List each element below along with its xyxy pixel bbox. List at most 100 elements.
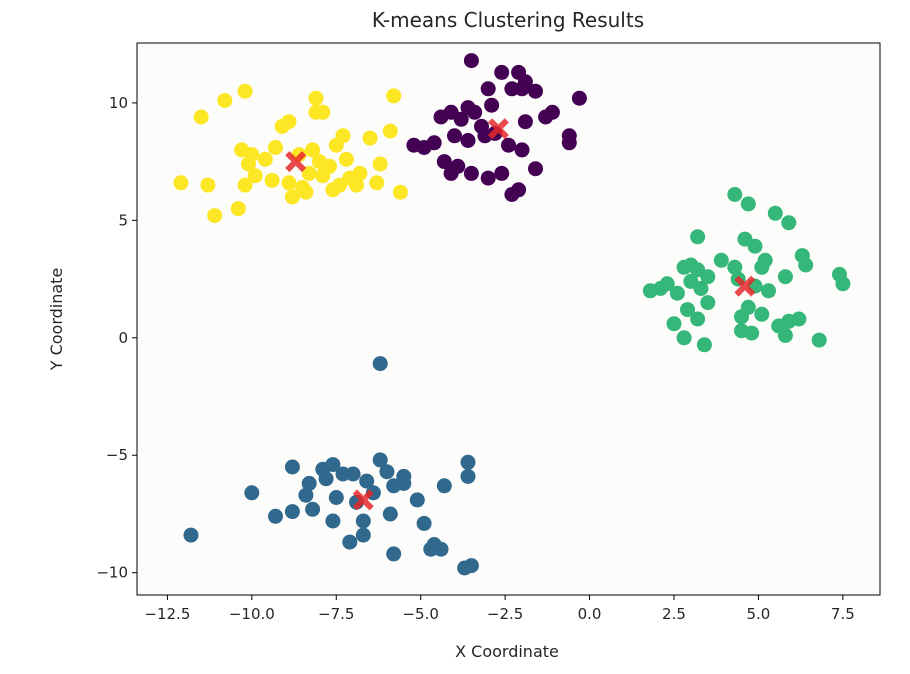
data-point bbox=[369, 175, 385, 191]
x-axis-ticks: −12.5 −10.0 −7.5 −5.0 −2.5 0.0 2.5 5.0 7.5 bbox=[144, 595, 855, 623]
data-point bbox=[284, 189, 300, 205]
data-point bbox=[754, 306, 770, 322]
data-point bbox=[372, 452, 388, 468]
data-point bbox=[305, 501, 321, 517]
plot-area bbox=[137, 43, 880, 595]
data-point bbox=[696, 337, 712, 353]
data-point bbox=[514, 81, 530, 97]
data-point bbox=[436, 154, 452, 170]
data-point bbox=[372, 156, 388, 172]
data-point bbox=[463, 53, 479, 69]
data-point bbox=[700, 295, 716, 311]
data-point bbox=[301, 475, 317, 491]
x-axis-label: X Coordinate bbox=[455, 642, 559, 661]
points-layer bbox=[173, 53, 851, 576]
data-point bbox=[382, 506, 398, 522]
data-point bbox=[571, 90, 587, 106]
data-point bbox=[528, 161, 543, 177]
data-point bbox=[247, 168, 263, 184]
data-point bbox=[747, 238, 763, 254]
x-tick-label: 7.5 bbox=[831, 605, 855, 623]
data-point bbox=[460, 133, 476, 148]
data-point bbox=[835, 276, 851, 292]
data-point bbox=[693, 281, 709, 296]
data-point bbox=[362, 130, 378, 146]
data-point bbox=[311, 154, 327, 170]
y-tick-label: 10 bbox=[109, 94, 128, 112]
data-point bbox=[798, 257, 814, 273]
chart-title: K-means Clustering Results bbox=[372, 8, 644, 32]
data-point bbox=[690, 311, 706, 327]
data-point bbox=[301, 165, 317, 181]
data-point bbox=[335, 466, 351, 482]
data-point bbox=[173, 175, 189, 191]
data-point bbox=[463, 165, 479, 181]
data-point bbox=[284, 504, 300, 520]
data-point bbox=[328, 490, 344, 505]
data-point bbox=[767, 205, 783, 221]
data-point bbox=[777, 269, 793, 285]
data-point bbox=[349, 177, 364, 193]
data-point bbox=[777, 327, 793, 343]
centroid-marker bbox=[487, 118, 509, 140]
data-point bbox=[352, 165, 368, 181]
data-point bbox=[200, 177, 216, 193]
data-point bbox=[207, 208, 223, 224]
data-point bbox=[305, 142, 321, 158]
data-point bbox=[355, 527, 371, 543]
data-point bbox=[264, 172, 280, 188]
y-tick-label: −5 bbox=[106, 446, 128, 464]
data-point bbox=[332, 177, 348, 193]
data-point bbox=[528, 83, 543, 99]
data-point bbox=[379, 464, 395, 480]
data-point bbox=[396, 475, 412, 491]
x-tick-label: −7.5 bbox=[318, 605, 354, 623]
data-point bbox=[193, 109, 209, 125]
y-tick-label: −10 bbox=[96, 564, 128, 582]
data-point bbox=[268, 140, 283, 155]
data-point bbox=[713, 252, 729, 268]
data-point bbox=[237, 177, 253, 193]
data-point bbox=[676, 330, 692, 346]
data-point bbox=[392, 184, 408, 200]
data-point bbox=[642, 283, 658, 299]
data-point bbox=[480, 81, 496, 97]
data-point bbox=[372, 356, 388, 372]
data-point bbox=[318, 471, 334, 487]
data-point bbox=[237, 83, 253, 99]
data-point bbox=[754, 259, 770, 275]
data-point bbox=[460, 468, 476, 484]
data-point bbox=[669, 285, 685, 301]
data-point bbox=[501, 137, 516, 153]
centroid-marker bbox=[352, 489, 374, 511]
plot-frame bbox=[136, 42, 881, 596]
x-tick-label: −2.5 bbox=[487, 605, 523, 623]
data-point bbox=[690, 229, 706, 245]
data-point bbox=[447, 128, 462, 144]
data-point bbox=[484, 97, 500, 113]
data-point bbox=[740, 196, 756, 212]
data-point bbox=[781, 215, 797, 231]
data-point bbox=[386, 546, 402, 562]
data-point bbox=[325, 513, 341, 529]
data-point bbox=[359, 473, 375, 489]
x-tick-label: −12.5 bbox=[144, 605, 190, 623]
centroid-marker bbox=[734, 275, 756, 297]
data-point bbox=[416, 515, 432, 531]
data-point bbox=[416, 140, 432, 155]
centroids-layer bbox=[285, 118, 756, 511]
data-point bbox=[315, 104, 331, 120]
data-point bbox=[308, 90, 324, 106]
data-point bbox=[338, 151, 354, 167]
y-axis-label: Y Coordinate bbox=[47, 268, 66, 372]
data-point bbox=[561, 135, 577, 151]
data-point bbox=[659, 276, 675, 292]
data-point bbox=[680, 302, 695, 318]
data-point bbox=[811, 332, 827, 348]
x-tick-label: −5.0 bbox=[402, 605, 438, 623]
data-point bbox=[436, 478, 452, 494]
data-point bbox=[480, 170, 496, 186]
y-tick-label: 0 bbox=[118, 329, 128, 347]
data-point bbox=[443, 165, 459, 181]
